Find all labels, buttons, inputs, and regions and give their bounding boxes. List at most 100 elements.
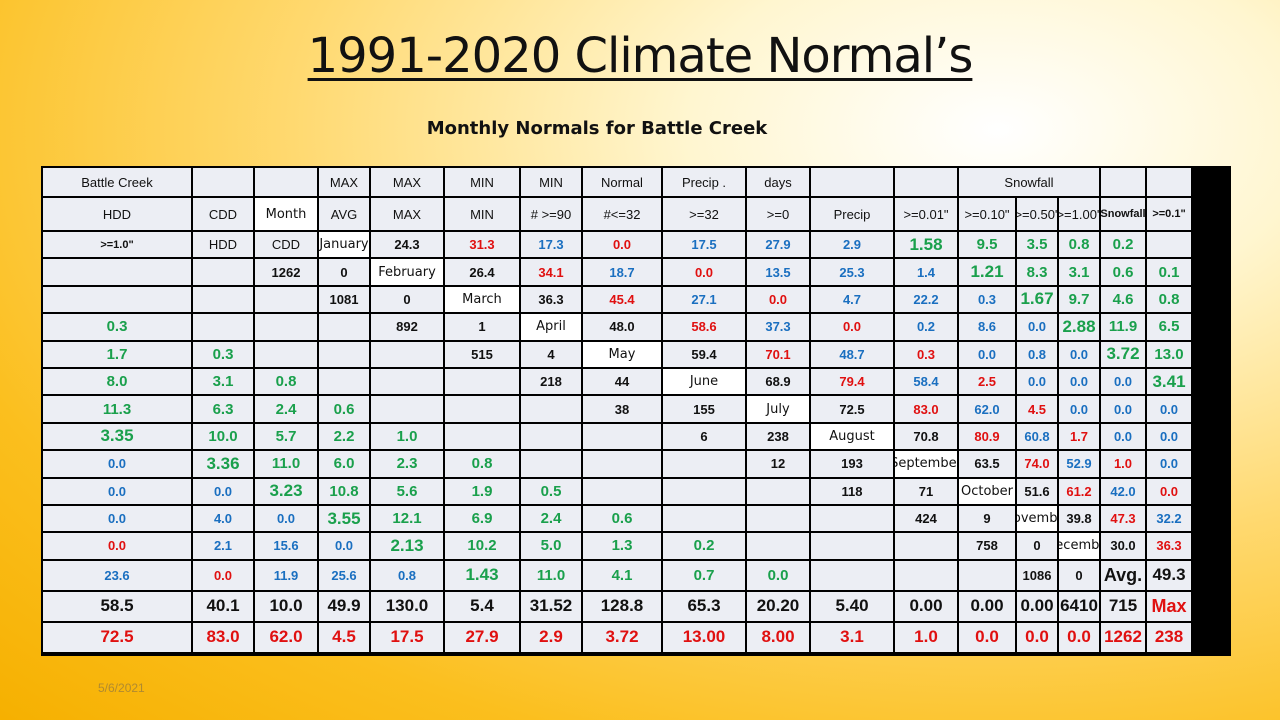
table-cell: 61.2 <box>1059 478 1099 504</box>
table-cell: 0.0 <box>811 314 893 340</box>
table-cell: 758 <box>959 533 1015 559</box>
table-cell: 4.1 <box>583 560 661 590</box>
summary-cell: 3.1 <box>811 622 893 652</box>
column-header: >=0.50" <box>1017 198 1057 230</box>
table-cell: 424 <box>895 505 957 532</box>
summary-cell: 49.9 <box>319 591 369 621</box>
page-subtitle: Monthly Normals for Battle Creek <box>426 118 768 139</box>
table-cell: 0.0 <box>43 533 191 559</box>
table-cell: 0.0 <box>747 286 809 313</box>
column-header: Precip <box>811 198 893 230</box>
table-cell <box>445 368 519 395</box>
table-cell: 6.0 <box>319 451 369 477</box>
table-cell: 218 <box>521 368 581 395</box>
header-r1-cell <box>1147 168 1191 196</box>
table-cell: 0.0 <box>1101 423 1145 450</box>
table-cell <box>371 368 443 395</box>
table-cell: 1.0 <box>371 423 443 450</box>
table-cell: 36.3 <box>1147 533 1191 559</box>
table-cell: 3.41 <box>1147 368 1191 395</box>
summary-cell: 0.00 <box>895 591 957 621</box>
summary-cell: 65.3 <box>663 591 745 621</box>
table-cell: 27.9 <box>747 232 809 258</box>
table-cell: 0.0 <box>255 505 317 532</box>
header-r1-cell: Battle Creek <box>43 168 191 196</box>
table-cell: 79.4 <box>811 368 893 395</box>
table-cell: 58.6 <box>663 314 745 340</box>
summary-cell: 0.00 <box>1017 591 1057 621</box>
table-cell: 892 <box>371 314 443 340</box>
table-cell: 10.2 <box>445 533 519 559</box>
table-cell: 0.0 <box>1101 368 1145 395</box>
table-cell: 32.2 <box>1147 505 1191 532</box>
table-cell <box>371 396 443 422</box>
table-cell: 2.1 <box>193 533 253 559</box>
table-cell: 9.5 <box>959 232 1015 258</box>
month-label: December <box>1059 533 1099 559</box>
table-cell: 11.3 <box>43 396 191 422</box>
table-cell <box>811 505 893 532</box>
table-cell: 0.3 <box>959 286 1015 313</box>
table-cell: 60.8 <box>1017 423 1057 450</box>
summary-cell: 128.8 <box>583 591 661 621</box>
month-label: January <box>319 232 369 258</box>
table-cell: 1.58 <box>895 232 957 258</box>
table-cell: 8.3 <box>1017 259 1057 285</box>
table-cell <box>959 560 1015 590</box>
table-cell <box>521 451 581 477</box>
column-header: Snowfall <box>1101 198 1145 230</box>
table-cell: 42.0 <box>1101 478 1145 504</box>
table-cell: 39.8 <box>1059 505 1099 532</box>
table-cell: 2.13 <box>371 533 443 559</box>
table-cell: 74.0 <box>1017 451 1057 477</box>
table-cell <box>747 533 809 559</box>
table-cell: 4.7 <box>811 286 893 313</box>
table-cell: 0.0 <box>1059 368 1099 395</box>
table-cell: 0.0 <box>1017 368 1057 395</box>
summary-cell: 0.0 <box>1059 622 1099 652</box>
table-cell: 15.6 <box>255 533 317 559</box>
table-cell: 155 <box>663 396 745 422</box>
table-cell: 68.9 <box>747 368 809 395</box>
table-cell: 6 <box>663 423 745 450</box>
column-header: HDD <box>193 232 253 258</box>
table-cell: 1.9 <box>445 478 519 504</box>
table-cell: 17.3 <box>521 232 581 258</box>
table-cell: 0.0 <box>1059 396 1099 422</box>
summary-cell: 62.0 <box>255 622 317 652</box>
table-cell: 25.6 <box>319 560 369 590</box>
table-cell: 0 <box>319 259 369 285</box>
table-cell: 24.3 <box>371 232 443 258</box>
summary-cell: 31.52 <box>521 591 581 621</box>
table-cell: 193 <box>811 451 893 477</box>
header-r1-cell <box>811 168 893 196</box>
month-label: June <box>663 368 745 395</box>
table-cell: 6.5 <box>1147 314 1191 340</box>
table-cell: 72.5 <box>811 396 893 422</box>
table-cell: 11.9 <box>1101 314 1145 340</box>
table-cell: 0.8 <box>371 560 443 590</box>
month-label: November <box>1017 505 1057 532</box>
table-cell: 0.0 <box>1147 451 1191 477</box>
table-cell <box>583 478 661 504</box>
table-cell: 0.3 <box>895 341 957 367</box>
table-cell <box>811 533 893 559</box>
table-cell: 0 <box>371 286 443 313</box>
table-cell: 18.7 <box>583 259 661 285</box>
table-cell <box>193 286 253 313</box>
table-cell: 1086 <box>1017 560 1057 590</box>
table-cell: 0.8 <box>1017 341 1057 367</box>
table-cell: 3.72 <box>1101 341 1145 367</box>
summary-cell: 130.0 <box>371 591 443 621</box>
table-cell: 4 <box>521 341 581 367</box>
header-r1-cell <box>255 168 317 196</box>
summary-cell: 40.1 <box>193 591 253 621</box>
table-cell: 83.0 <box>895 396 957 422</box>
table-cell: 0.2 <box>1101 232 1145 258</box>
table-cell: 5.6 <box>371 478 443 504</box>
summary-cell: 4.5 <box>319 622 369 652</box>
table-cell <box>583 451 661 477</box>
table-cell: 0.8 <box>255 368 317 395</box>
column-header: >=32 <box>663 198 745 230</box>
slide-date: 5/6/2021 <box>98 681 145 695</box>
